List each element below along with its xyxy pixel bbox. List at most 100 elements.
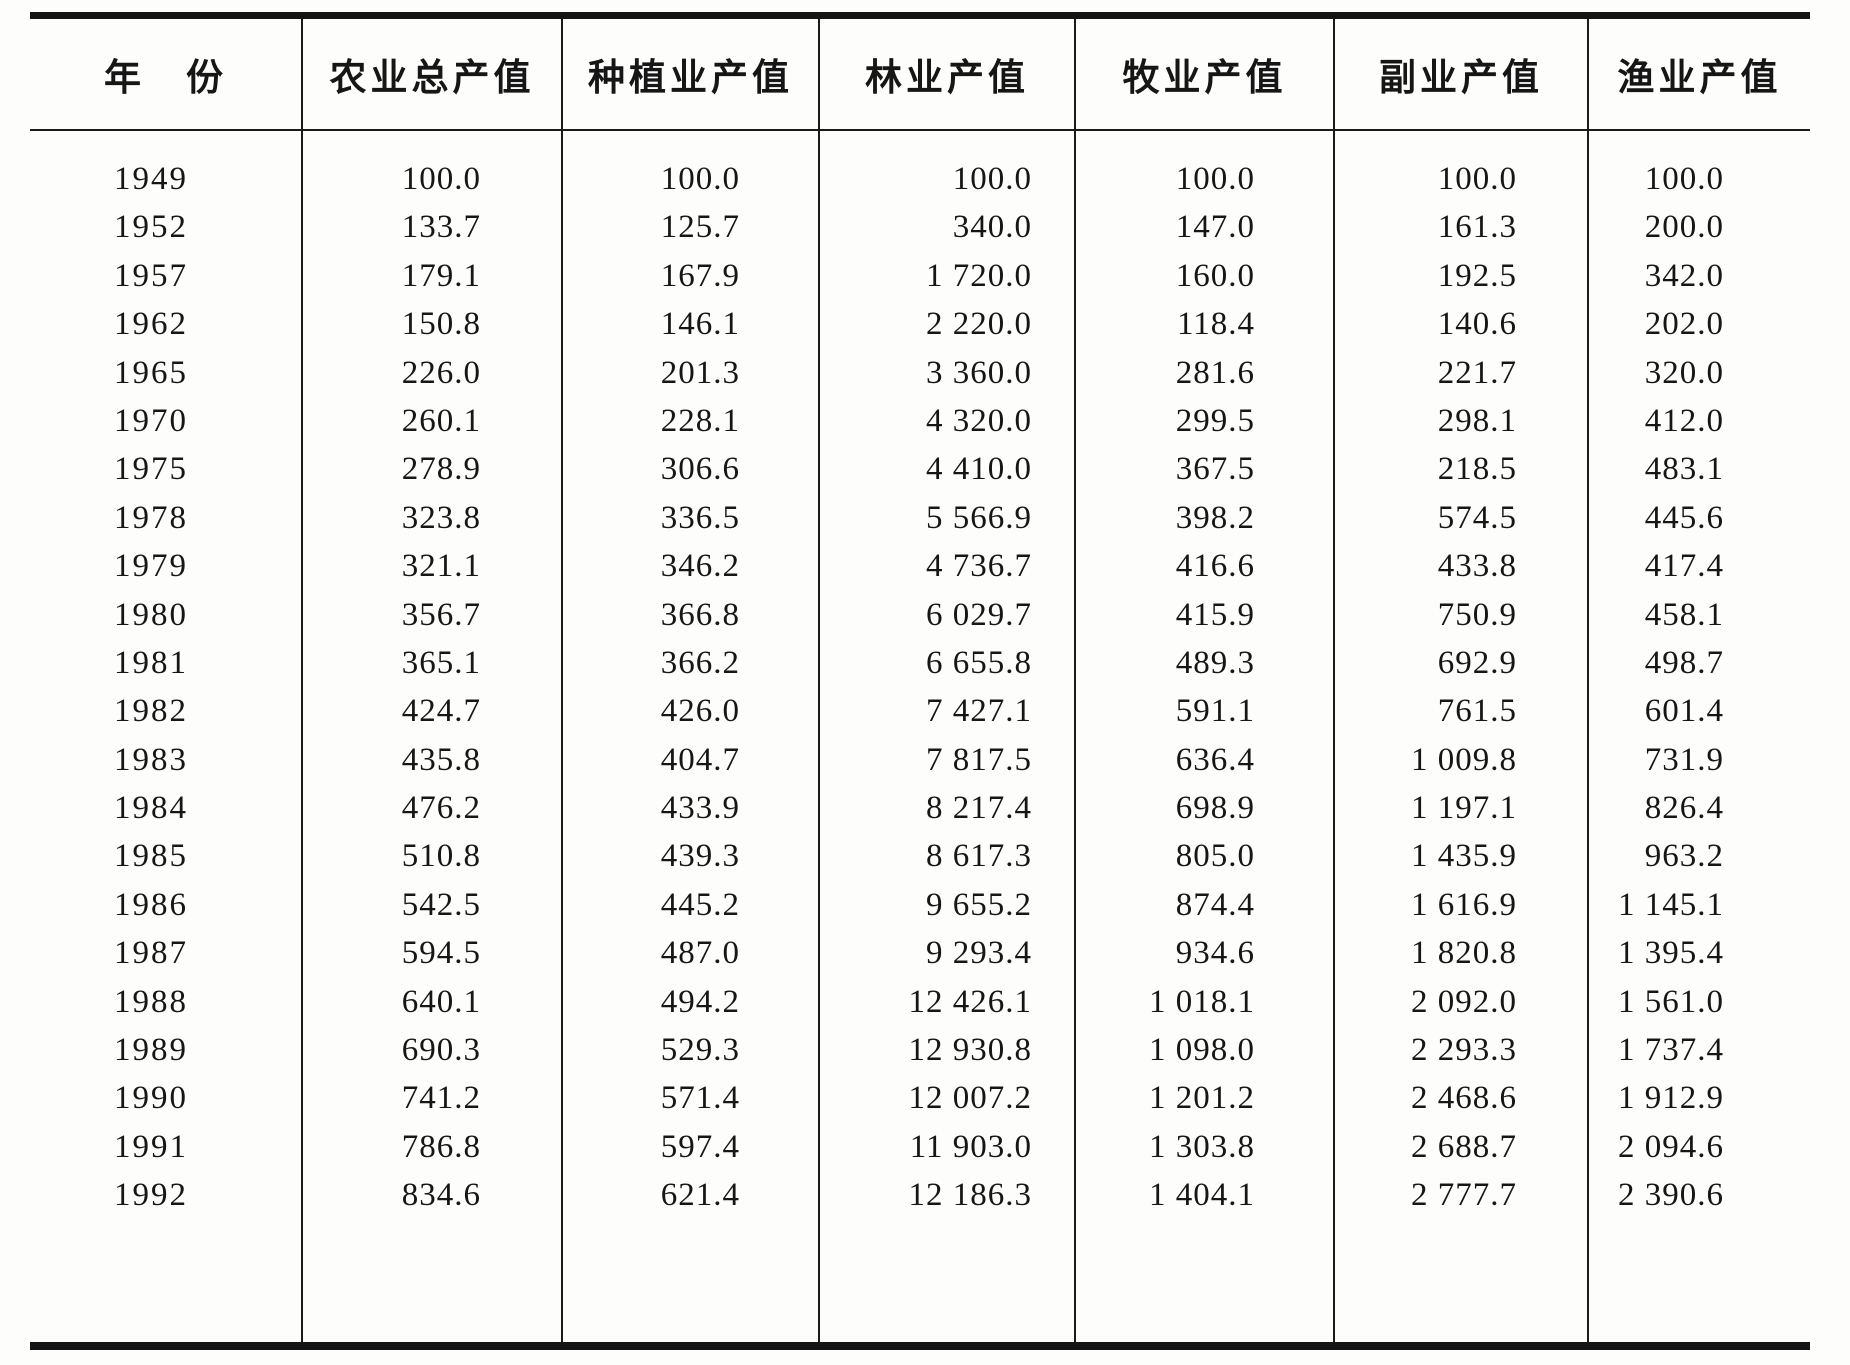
table-bottom-gap	[820, 1219, 1076, 1342]
year-cell: 1983	[30, 735, 303, 785]
value-cell: 1 435.9	[1335, 832, 1589, 881]
table-bottom-gap	[303, 1219, 563, 1342]
value-cell: 366.8	[563, 590, 820, 639]
year-cell: 1991	[30, 1122, 303, 1172]
value-cell: 597.4	[563, 1122, 820, 1172]
value-cell: 340.0	[820, 203, 1076, 252]
value-cell: 346.2	[563, 542, 820, 591]
value-cell: 140.6	[1335, 300, 1589, 349]
table-top-gap	[563, 131, 820, 155]
value-cell: 458.1	[1644, 596, 1724, 633]
value-cell: 1 737.4	[1618, 1032, 1724, 1069]
value-cell: 7 817.5	[820, 735, 1076, 785]
value-cell: 640.1	[303, 977, 563, 1027]
value-cell: 9 293.4	[820, 929, 1076, 978]
year-cell: 1949	[30, 155, 303, 204]
year-cell: 1979	[30, 542, 303, 591]
value-cell: 100.0	[1076, 155, 1335, 204]
year-cell: 1989	[30, 1026, 303, 1075]
year-cell: 1981	[30, 638, 303, 688]
table-top-gap	[1589, 131, 1810, 155]
value-cell: 510.8	[303, 832, 563, 881]
value-cell: 417.4	[1644, 548, 1724, 585]
year-cell: 1984	[30, 784, 303, 833]
value-cell: 542.5	[303, 880, 563, 930]
value-cell: 698.9	[1076, 784, 1335, 833]
value-cell: 278.9	[303, 445, 563, 494]
value-cell: 125.7	[563, 203, 820, 252]
column-header-fishery: 渔业产值	[1589, 19, 1810, 131]
value-cell: 1 395.4	[1618, 935, 1724, 972]
value-cell: 1 404.1	[1076, 1171, 1335, 1220]
value-cell: 201.3	[563, 348, 820, 397]
value-cell: 218.5	[1335, 445, 1589, 494]
value-cell: 445.6	[1644, 499, 1724, 536]
value-cell: 12 007.2	[820, 1074, 1076, 1123]
value-cell: 2 468.6	[1335, 1074, 1589, 1123]
value-cell: 1 616.9	[1335, 880, 1589, 930]
table-bottom-gap	[563, 1219, 820, 1342]
column-header-forestry: 林业产值	[820, 19, 1076, 131]
value-cell: 306.6	[563, 445, 820, 494]
column-header-animal-husbandry: 牧业产值	[1076, 19, 1335, 131]
value-cell: 133.7	[303, 203, 563, 252]
table-top-gap	[303, 131, 563, 155]
value-cell: 1 303.8	[1076, 1122, 1335, 1172]
value-cell: 11 903.0	[820, 1122, 1076, 1172]
value-cell: 192.5	[1335, 251, 1589, 301]
value-cell: 150.8	[303, 300, 563, 349]
value-cell: 342.0	[1644, 257, 1724, 294]
value-cell: 601.4	[1644, 693, 1724, 730]
value-cell: 146.1	[563, 300, 820, 349]
value-cell: 834.6	[303, 1171, 563, 1220]
value-cell: 621.4	[563, 1171, 820, 1220]
value-cell: 2 220.0	[820, 300, 1076, 349]
value-cell: 416.6	[1076, 542, 1335, 591]
value-cell: 874.4	[1076, 880, 1335, 930]
value-cell: 366.2	[563, 638, 820, 688]
value-cell: 1 009.8	[1335, 735, 1589, 785]
year-cell: 1978	[30, 493, 303, 543]
value-cell: 433.9	[563, 784, 820, 833]
value-cell: 281.6	[1076, 348, 1335, 397]
value-cell: 1 145.1	[1618, 886, 1724, 923]
value-cell: 100.0	[1335, 155, 1589, 204]
value-cell: 826.4	[1644, 790, 1724, 827]
value-cell: 299.5	[1076, 396, 1335, 446]
value-cell: 731.9	[1644, 741, 1724, 778]
value-cell: 591.1	[1076, 687, 1335, 736]
value-cell: 12 426.1	[820, 977, 1076, 1027]
table-top-gap	[820, 131, 1076, 155]
column-header-gross-agriculture: 农业总产值	[303, 19, 563, 131]
value-cell: 100.0	[820, 155, 1076, 204]
value-cell: 8 617.3	[820, 832, 1076, 881]
value-cell: 404.7	[563, 735, 820, 785]
value-cell: 494.2	[563, 977, 820, 1027]
value-cell: 1 820.8	[1335, 929, 1589, 978]
value-cell: 200.0	[1644, 209, 1724, 246]
value-cell: 426.0	[563, 687, 820, 736]
value-cell: 100.0	[303, 155, 563, 204]
value-cell: 424.7	[303, 687, 563, 736]
value-cell: 498.7	[1644, 644, 1724, 681]
value-cell: 805.0	[1076, 832, 1335, 881]
statistics-table: 年 份 农业总产值 种植业产值 林业产值 牧业产值 副业产值 渔业产值 1949…	[30, 12, 1810, 1350]
value-cell: 167.9	[563, 251, 820, 301]
year-cell: 1970	[30, 396, 303, 446]
year-cell: 1992	[30, 1171, 303, 1220]
value-cell: 6 655.8	[820, 638, 1076, 688]
value-cell: 636.4	[1076, 735, 1335, 785]
value-cell: 4 410.0	[820, 445, 1076, 494]
value-cell: 4 320.0	[820, 396, 1076, 446]
value-cell: 118.4	[1076, 300, 1335, 349]
table-bottom-gap	[1076, 1219, 1335, 1342]
value-cell: 2 390.6	[1618, 1177, 1724, 1214]
value-cell: 5 566.9	[820, 493, 1076, 543]
value-cell: 571.4	[563, 1074, 820, 1123]
value-cell: 761.5	[1335, 687, 1589, 736]
value-cell: 1 561.0	[1618, 983, 1724, 1020]
value-cell: 1 201.2	[1076, 1074, 1335, 1123]
value-cell: 6 029.7	[820, 590, 1076, 639]
value-cell: 2 094.6	[1618, 1128, 1724, 1165]
value-cell: 1 912.9	[1618, 1080, 1724, 1117]
